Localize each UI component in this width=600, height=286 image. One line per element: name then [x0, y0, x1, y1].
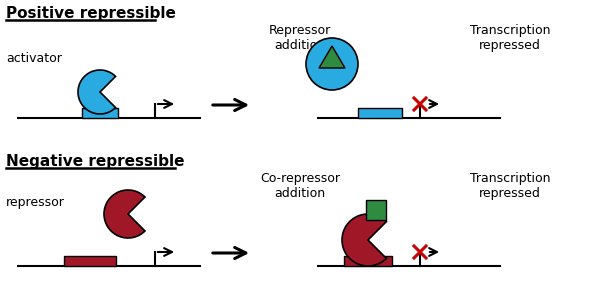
Polygon shape — [319, 46, 345, 68]
Circle shape — [306, 38, 358, 90]
Bar — [82, 108, 118, 118]
Text: Positive repressible: Positive repressible — [6, 6, 176, 21]
Text: Transcription
repressed: Transcription repressed — [470, 24, 550, 52]
Bar — [64, 256, 116, 266]
Bar — [358, 108, 402, 118]
Text: repressor: repressor — [6, 196, 65, 209]
Wedge shape — [78, 70, 116, 114]
Bar — [344, 256, 392, 266]
Text: Transcription
repressed: Transcription repressed — [470, 172, 550, 200]
Wedge shape — [104, 190, 145, 238]
Text: Repressor
addition: Repressor addition — [269, 24, 331, 52]
Text: Negative repressible: Negative repressible — [6, 154, 185, 169]
Wedge shape — [342, 214, 386, 266]
Text: activator: activator — [6, 52, 62, 65]
Bar — [366, 200, 386, 220]
Text: Co-repressor
addition: Co-repressor addition — [260, 172, 340, 200]
